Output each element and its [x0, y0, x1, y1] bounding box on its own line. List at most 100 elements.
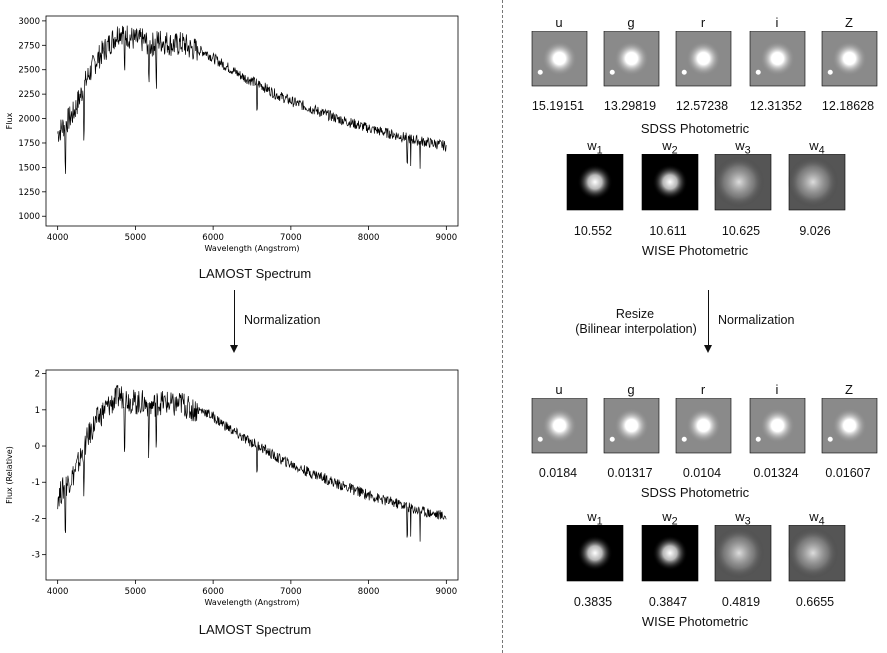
- resize-label-line2: (Bilinear interpolation): [575, 322, 697, 336]
- resize-arrow-line: [708, 290, 709, 346]
- flux-chart: 4000 5000 6000 7000 8000 9000 1000 1250 1500 1750…: [5, 15, 459, 253]
- sdss-image-u: [531, 31, 588, 87]
- wise-caption-bottom: WISE Photometric: [641, 614, 749, 629]
- y-tick-label: 2750: [18, 41, 40, 51]
- top-chart-caption: LAMOST Spectrum: [198, 266, 312, 281]
- x-tick-label: 8000: [358, 587, 380, 597]
- sdss-image-Z: [821, 398, 878, 454]
- plot-frame: [45, 369, 459, 581]
- sdss-value-i: 12.31352: [749, 99, 803, 113]
- wise-band-label-3: w3: [735, 138, 751, 157]
- sdss-value-g: 0.01317: [607, 466, 653, 480]
- wise-band-label-4: w4: [809, 138, 825, 157]
- y-tick-label: 0: [35, 442, 40, 452]
- plot-frame: [45, 15, 459, 227]
- sdss-image-g: [603, 398, 660, 454]
- wise-value-w2: 10.611: [649, 224, 687, 238]
- band-label-Z: Z: [845, 15, 853, 30]
- wise-image-w4: [787, 525, 846, 582]
- y-tick-label: 1750: [18, 139, 40, 149]
- x-tick-label: 6000: [202, 233, 224, 243]
- x-tick-label: 8000: [358, 233, 380, 243]
- wise-image-w3: [713, 525, 772, 582]
- y-tick-label: 1250: [18, 188, 40, 198]
- wise-band-label-4: w4: [809, 509, 825, 528]
- wise-band-label-1: w1: [587, 509, 603, 528]
- wise-value-w3: 0.4819: [721, 595, 761, 609]
- wise-band-label-2: w2: [662, 509, 678, 528]
- wise-caption-top: WISE Photometric: [641, 243, 749, 258]
- section-divider: [502, 0, 503, 653]
- normalization-label-right: Normalization: [718, 313, 795, 327]
- wise-band-label-3: w3: [735, 509, 751, 528]
- y-tick-label: 2250: [18, 90, 40, 100]
- y-axis-label: Flux: [5, 112, 14, 129]
- x-tick-label: 5000: [125, 233, 147, 243]
- wise-image-w1: [566, 525, 624, 582]
- wise-image-w3: [713, 154, 772, 211]
- band-label-u: u: [555, 15, 563, 30]
- wise-image-w4: [787, 154, 846, 211]
- sdss-image-u: [531, 398, 588, 454]
- wise-value-w2: 0.3847: [648, 595, 688, 609]
- wise-band-label-2: w2: [662, 138, 678, 157]
- wise-image-w1: [566, 154, 624, 211]
- band-label-r: r: [700, 15, 706, 30]
- wise-value-w1: 10.552: [573, 224, 613, 238]
- normalization-arrow-line: [234, 290, 235, 346]
- band-label-i: i: [775, 382, 779, 397]
- x-tick-label: 5000: [125, 587, 147, 597]
- spectrum-line: [57, 25, 447, 174]
- sdss-value-i: 0.01324: [753, 466, 799, 480]
- y-tick-label: 2500: [18, 66, 40, 76]
- band-label-g: g: [627, 15, 635, 30]
- y-tick-label: -2: [32, 514, 40, 524]
- sdss-caption-bottom: SDSS Photometric: [640, 485, 750, 500]
- y-tick-label: 1: [35, 406, 40, 416]
- x-axis-label: Wavelength (Angstrom): [205, 598, 300, 607]
- x-tick-label: 4000: [47, 587, 69, 597]
- x-axis-label: Wavelength (Angstrom): [205, 244, 300, 253]
- band-label-g: g: [627, 382, 635, 397]
- sdss-image-Z: [821, 31, 878, 87]
- wise-value-w4: 9.026: [799, 224, 831, 238]
- band-label-u: u: [555, 382, 563, 397]
- resize-arrow-head: [704, 345, 712, 353]
- y-axis-label: Flux (Relative): [5, 446, 14, 504]
- sdss-value-Z: 12.18628: [821, 99, 875, 113]
- x-tick-label: 7000: [280, 587, 302, 597]
- relative-flux-chart: 4000 5000 6000 7000 8000 9000 -3 -2 -1 0 1 2 Wavelen…: [5, 369, 459, 607]
- normalization-arrow-head: [230, 345, 238, 353]
- x-tick-label: 9000: [436, 587, 458, 597]
- wise-image-w2: [641, 154, 699, 211]
- y-tick-label: 1500: [18, 163, 40, 173]
- y-tick-label: -1: [32, 478, 40, 488]
- band-label-r: r: [700, 382, 706, 397]
- sdss-value-u: 0.0184: [538, 466, 578, 480]
- y-tick-label: 2000: [18, 115, 40, 125]
- x-tick-label: 7000: [280, 233, 302, 243]
- sdss-caption-top: SDSS Photometric: [640, 121, 750, 136]
- sdss-image-g: [603, 31, 660, 87]
- sdss-image-i: [749, 31, 806, 87]
- resize-label-line1: Resize: [615, 307, 655, 321]
- sdss-image-i: [749, 398, 806, 454]
- wise-image-w2: [641, 525, 699, 582]
- y-tick-label: -3: [32, 551, 40, 561]
- x-tick-label: 4000: [47, 233, 69, 243]
- spectrum-line: [57, 384, 447, 542]
- sdss-image-r: [675, 31, 732, 87]
- y-tick-label: 2: [35, 370, 40, 380]
- sdss-value-r: 0.0104: [682, 466, 722, 480]
- x-tick-label: 9000: [436, 233, 458, 243]
- y-tick-label: 1000: [18, 212, 40, 222]
- sdss-value-u: 15.19151: [531, 99, 585, 113]
- wise-value-w1: 0.3835: [573, 595, 613, 609]
- wise-value-w3: 10.625: [721, 224, 761, 238]
- wise-band-label-1: w1: [587, 138, 603, 157]
- band-label-i: i: [775, 15, 779, 30]
- band-label-Z: Z: [845, 382, 853, 397]
- wise-value-w4: 0.6655: [795, 595, 835, 609]
- y-tick-label: 3000: [18, 17, 40, 27]
- sdss-value-g: 13.29819: [603, 99, 657, 113]
